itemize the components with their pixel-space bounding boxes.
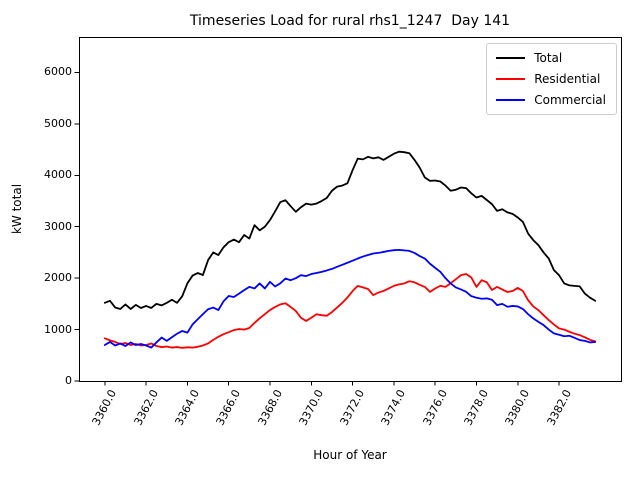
- legend-item-residential: Residential: [496, 72, 606, 86]
- series-residential-line: [103, 273, 597, 349]
- y-tick-label: 0: [65, 374, 72, 387]
- legend-label: Residential: [534, 72, 601, 86]
- y-tick-label: 3000: [44, 219, 72, 233]
- axes-frame: [79, 37, 622, 382]
- x-axis-label: Hour of Year: [313, 448, 387, 462]
- y-tick-label: 2000: [44, 271, 72, 285]
- y-tick-label: 1000: [44, 322, 72, 336]
- legend-line-total: [496, 57, 526, 59]
- legend-line-commercial: [496, 99, 526, 101]
- y-tick-label: 5000: [44, 116, 72, 130]
- y-tick-label: 4000: [44, 168, 72, 182]
- series-total-line: [103, 150, 597, 310]
- legend-label: Commercial: [534, 93, 606, 107]
- legend: Total Residential Commercial: [486, 43, 617, 115]
- chart-title: Timeseries Load for rural rhs1_1247 Day …: [189, 13, 511, 29]
- series-commercial-line: [103, 248, 597, 349]
- y-tick-label: 6000: [44, 65, 72, 79]
- legend-item-total: Total: [496, 51, 606, 65]
- legend-label: Total: [534, 51, 563, 65]
- legend-item-commercial: Commercial: [496, 93, 606, 107]
- legend-line-residential: [496, 78, 526, 80]
